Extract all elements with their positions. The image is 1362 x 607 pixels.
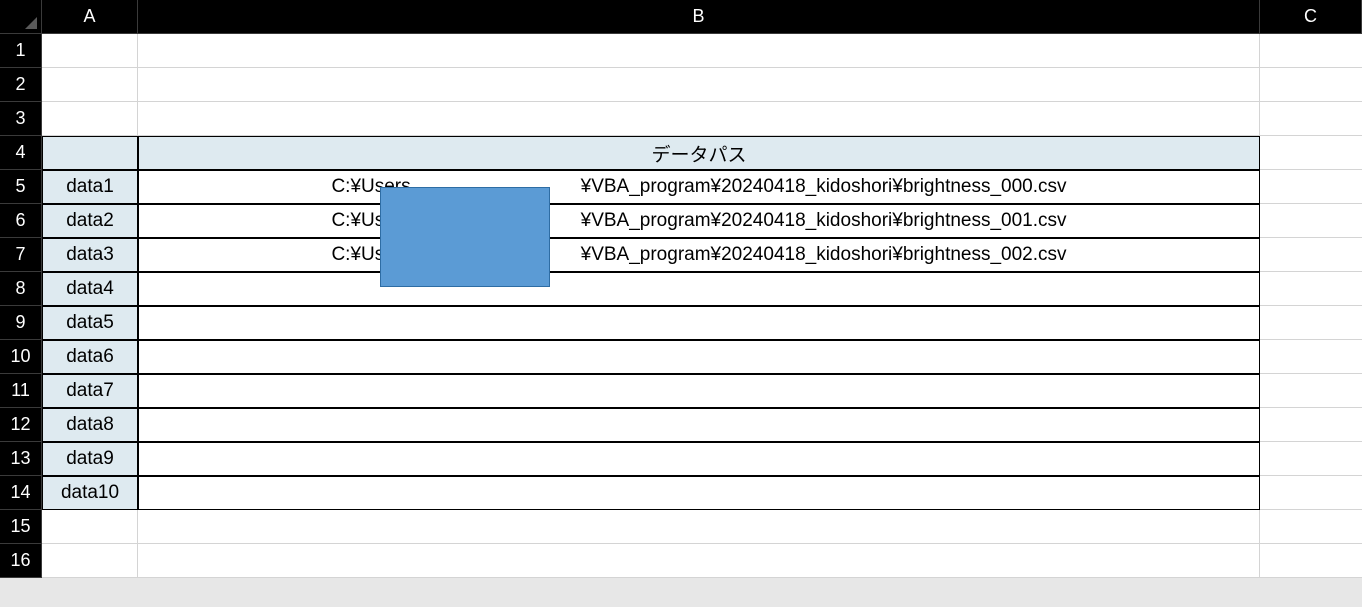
cell-C16[interactable]	[1260, 544, 1362, 578]
cell-A6-label[interactable]: data2	[42, 204, 138, 238]
cell-C9[interactable]	[1260, 306, 1362, 340]
cell-B16[interactable]	[138, 544, 1260, 578]
select-all-corner[interactable]	[0, 0, 42, 34]
cell-C13[interactable]	[1260, 442, 1362, 476]
cell-B13-path[interactable]	[138, 442, 1260, 476]
cell-C1[interactable]	[1260, 34, 1362, 68]
row-head-2[interactable]: 2	[0, 68, 42, 102]
row-head-10[interactable]: 10	[0, 340, 42, 374]
cell-A11-label[interactable]: data7	[42, 374, 138, 408]
cell-C12[interactable]	[1260, 408, 1362, 442]
row-head-13[interactable]: 13	[0, 442, 42, 476]
cell-A2[interactable]	[42, 68, 138, 102]
cell-C15[interactable]	[1260, 510, 1362, 544]
cell-C10[interactable]	[1260, 340, 1362, 374]
cell-A5-label[interactable]: data1	[42, 170, 138, 204]
cell-B15[interactable]	[138, 510, 1260, 544]
cell-C14[interactable]	[1260, 476, 1362, 510]
col-head-C[interactable]: C	[1260, 0, 1362, 34]
cell-A14-label[interactable]: data10	[42, 476, 138, 510]
cell-B10-path[interactable]	[138, 340, 1260, 374]
row-head-16[interactable]: 16	[0, 544, 42, 578]
cell-A4[interactable]	[42, 136, 138, 170]
cell-B4-header[interactable]: データパス	[138, 136, 1260, 170]
cell-B12-path[interactable]	[138, 408, 1260, 442]
row-head-4[interactable]: 4	[0, 136, 42, 170]
redaction-box	[380, 187, 550, 287]
cell-C6[interactable]	[1260, 204, 1362, 238]
cell-C7[interactable]	[1260, 238, 1362, 272]
cell-B14-path[interactable]	[138, 476, 1260, 510]
cell-B2[interactable]	[138, 68, 1260, 102]
cell-A12-label[interactable]: data8	[42, 408, 138, 442]
cell-A8-label[interactable]: data4	[42, 272, 138, 306]
col-head-A[interactable]: A	[42, 0, 138, 34]
cell-A15[interactable]	[42, 510, 138, 544]
cell-C3[interactable]	[1260, 102, 1362, 136]
cell-C5[interactable]	[1260, 170, 1362, 204]
row-head-7[interactable]: 7	[0, 238, 42, 272]
col-head-B[interactable]: B	[138, 0, 1260, 34]
row-head-1[interactable]: 1	[0, 34, 42, 68]
cell-B3[interactable]	[138, 102, 1260, 136]
row-head-5[interactable]: 5	[0, 170, 42, 204]
cell-A16[interactable]	[42, 544, 138, 578]
cell-B8-path[interactable]	[138, 272, 1260, 306]
cell-B1[interactable]	[138, 34, 1260, 68]
cell-A1[interactable]	[42, 34, 138, 68]
row-head-6[interactable]: 6	[0, 204, 42, 238]
cell-C8[interactable]	[1260, 272, 1362, 306]
cell-B7-path[interactable]: C:¥Users¥VBA_program¥20240418_kidoshori¥…	[138, 238, 1260, 272]
row-head-9[interactable]: 9	[0, 306, 42, 340]
row-head-11[interactable]: 11	[0, 374, 42, 408]
path-suffix: ¥VBA_program¥20240418_kidoshori¥brightne…	[581, 210, 1067, 232]
cell-A3[interactable]	[42, 102, 138, 136]
cell-C11[interactable]	[1260, 374, 1362, 408]
cell-A10-label[interactable]: data6	[42, 340, 138, 374]
row-head-12[interactable]: 12	[0, 408, 42, 442]
path-suffix: ¥VBA_program¥20240418_kidoshori¥brightne…	[581, 244, 1067, 266]
cell-A9-label[interactable]: data5	[42, 306, 138, 340]
cell-B5-path[interactable]: C:¥Users¥VBA_program¥20240418_kidoshori¥…	[138, 170, 1260, 204]
cell-B11-path[interactable]	[138, 374, 1260, 408]
cell-C2[interactable]	[1260, 68, 1362, 102]
row-head-14[interactable]: 14	[0, 476, 42, 510]
row-head-15[interactable]: 15	[0, 510, 42, 544]
cell-A7-label[interactable]: data3	[42, 238, 138, 272]
cell-A13-label[interactable]: data9	[42, 442, 138, 476]
cell-B6-path[interactable]: C:¥Users¥VBA_program¥20240418_kidoshori¥…	[138, 204, 1260, 238]
cell-C4[interactable]	[1260, 136, 1362, 170]
spreadsheet-grid[interactable]: A B C 1 2 3 4 データパス 5 data1 C:¥Users¥VBA…	[0, 0, 1362, 578]
row-head-8[interactable]: 8	[0, 272, 42, 306]
path-suffix: ¥VBA_program¥20240418_kidoshori¥brightne…	[581, 176, 1067, 198]
cell-B9-path[interactable]	[138, 306, 1260, 340]
row-head-3[interactable]: 3	[0, 102, 42, 136]
